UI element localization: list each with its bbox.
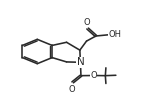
Text: O: O <box>90 71 97 80</box>
Text: O: O <box>68 85 75 94</box>
Text: N: N <box>77 57 84 67</box>
Text: OH: OH <box>109 30 122 39</box>
Text: O: O <box>84 18 90 27</box>
